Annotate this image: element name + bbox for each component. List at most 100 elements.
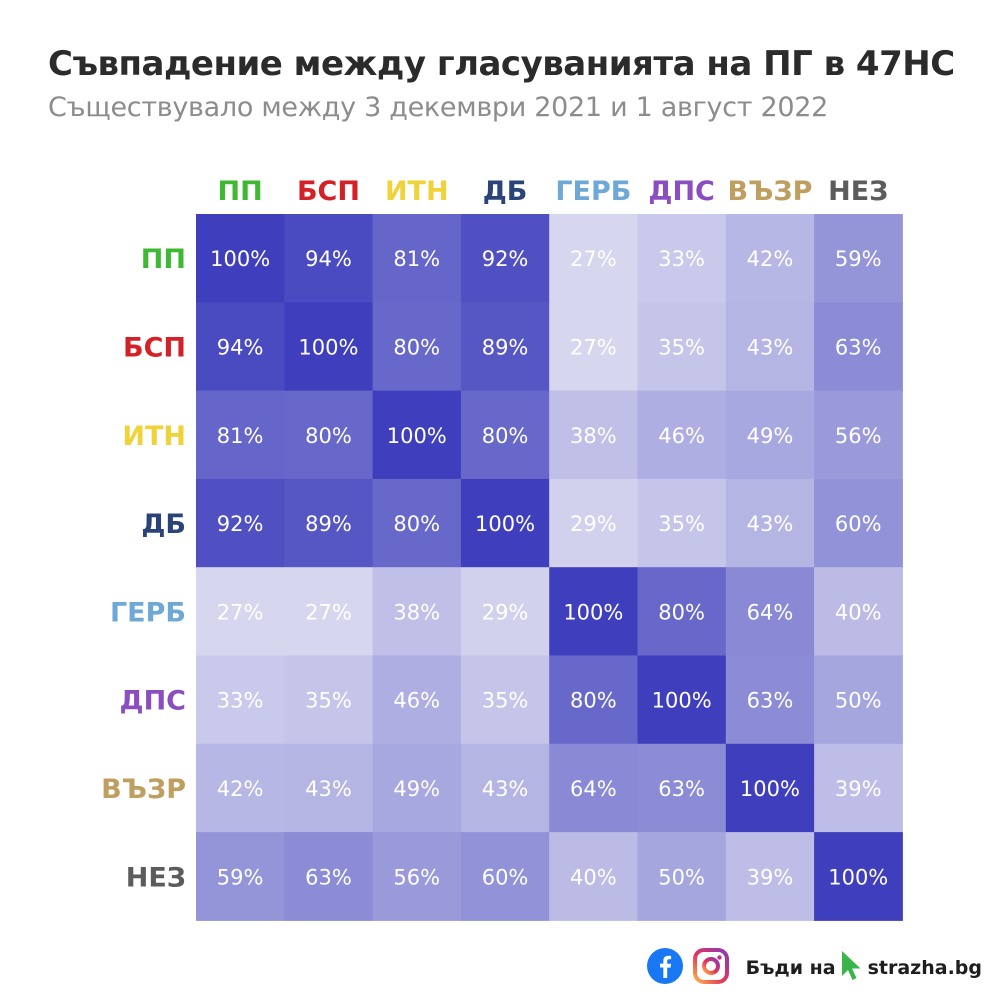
heatmap-cell (814, 567, 903, 656)
column-label: ДПС (648, 176, 714, 207)
heatmap-cell (637, 390, 727, 480)
cell-value-label: 42% (217, 777, 264, 801)
heatmap-cell (814, 214, 903, 303)
heatmap-cell (196, 832, 285, 921)
cell-value-label: 43% (747, 512, 794, 536)
cell-value-label: 100% (298, 335, 358, 359)
cell-value-label: 81% (217, 424, 264, 448)
heatmap-cell (549, 567, 638, 656)
cell-value-label: 80% (658, 600, 705, 624)
column-label: ПП (218, 176, 263, 207)
cell-value-label: 80% (393, 512, 440, 536)
column-label: БСП (297, 176, 360, 207)
cell-value-label: 27% (305, 600, 352, 624)
heatmap-cell (814, 390, 903, 480)
heatmap-cell (725, 302, 815, 392)
heatmap-chart: ПП БСП ИТН ДБ ГЕРБ ДПС ВЪЗР НЕЗ ПП БСП ИТН ДБ ГЕРБ ДП… (101, 176, 903, 921)
heatmap-cell (196, 214, 285, 303)
cell-value-label: 100% (563, 600, 623, 624)
cell-value-label: 63% (747, 689, 794, 713)
cell-value-label: 64% (570, 777, 617, 801)
heatmap-cell (814, 655, 903, 745)
cell-value-label: 35% (305, 689, 352, 713)
heatmap-cell (284, 743, 374, 833)
heatmap-cell (637, 655, 727, 745)
cell-value-label: 94% (305, 247, 352, 271)
cell-value-label: 49% (747, 424, 794, 448)
cell-value-label: 80% (305, 424, 352, 448)
instagram-icon[interactable] (692, 947, 730, 989)
cell-value-label: 42% (747, 247, 794, 271)
cell-value-label: 43% (482, 777, 529, 801)
cell-value-label: 38% (393, 600, 440, 624)
heatmap-cell (372, 214, 462, 303)
heatmap-cell (549, 302, 638, 392)
heatmap-cell (196, 302, 285, 392)
facebook-icon[interactable] (646, 947, 684, 989)
row-label: ИТН (122, 421, 186, 452)
heatmap-cell (284, 390, 374, 480)
cell-value-label: 100% (210, 247, 270, 271)
cell-value-label: 27% (570, 335, 617, 359)
heatmap-cell (372, 302, 462, 392)
heatmap-cell (196, 478, 285, 568)
cell-value-label: 39% (835, 777, 882, 801)
cell-value-label: 100% (652, 689, 712, 713)
row-label: ВЪЗР (101, 774, 186, 805)
heatmap-cell (637, 478, 727, 568)
row-label: ДПС (120, 686, 186, 717)
cell-value-label: 35% (482, 689, 529, 713)
heatmap-cell (637, 832, 727, 921)
heatmap-cell (637, 214, 727, 303)
cell-value-label: 80% (393, 335, 440, 359)
heatmap-cell (814, 743, 903, 833)
cell-value-label: 60% (835, 512, 882, 536)
heatmap-cell (372, 743, 462, 833)
row-label: ПП (141, 244, 186, 275)
heatmap-cell (725, 832, 815, 921)
cell-value-label: 80% (482, 424, 529, 448)
cell-value-label: 50% (835, 689, 882, 713)
heatmap-cell (725, 390, 815, 480)
row-label: БСП (123, 332, 186, 363)
heatmap-cell (196, 567, 285, 656)
heatmap-cell (725, 478, 815, 568)
row-label: ДБ (141, 509, 186, 540)
column-label: ИТН (385, 176, 449, 207)
heatmap-cell (814, 832, 903, 921)
heatmap-cell (372, 655, 462, 745)
chart-title: Съвпадение между гласуванията на ПГ в 47… (48, 44, 955, 84)
heatmap-cell (637, 743, 727, 833)
heatmap-cell (284, 302, 374, 392)
brand-text: Бъди на (745, 957, 836, 979)
heatmap-cell (284, 478, 374, 568)
row-label: ГЕРБ (110, 597, 186, 628)
cell-value-label: 50% (658, 865, 705, 889)
cell-value-label: 60% (482, 865, 529, 889)
cell-value-label: 92% (482, 247, 529, 271)
cell-value-label: 43% (747, 335, 794, 359)
cell-value-label: 35% (658, 335, 705, 359)
cell-value-label: 35% (658, 512, 705, 536)
heatmap-cell (460, 478, 550, 568)
heatmap-cell (460, 302, 550, 392)
cursor-arrow-icon (840, 950, 864, 986)
cell-value-label: 100% (387, 424, 447, 448)
cell-value-label: 39% (747, 865, 794, 889)
cell-value-label: 33% (658, 247, 705, 271)
cell-value-label: 89% (482, 335, 529, 359)
heatmap-cell (725, 567, 815, 656)
cell-value-label: 64% (747, 600, 794, 624)
heatmap-cell (196, 743, 285, 833)
cell-value-label: 94% (217, 335, 264, 359)
heatmap-cell (549, 214, 638, 303)
heatmap-cell (549, 832, 638, 921)
cell-value-label: 38% (570, 424, 617, 448)
heatmap-cell (549, 655, 638, 745)
heatmap-cell (372, 390, 462, 480)
heatmap-cell (460, 567, 550, 656)
heatmap-cell (549, 390, 638, 480)
cell-value-label: 92% (217, 512, 264, 536)
heatmap-cell (725, 743, 815, 833)
heatmap-cell (284, 567, 374, 656)
